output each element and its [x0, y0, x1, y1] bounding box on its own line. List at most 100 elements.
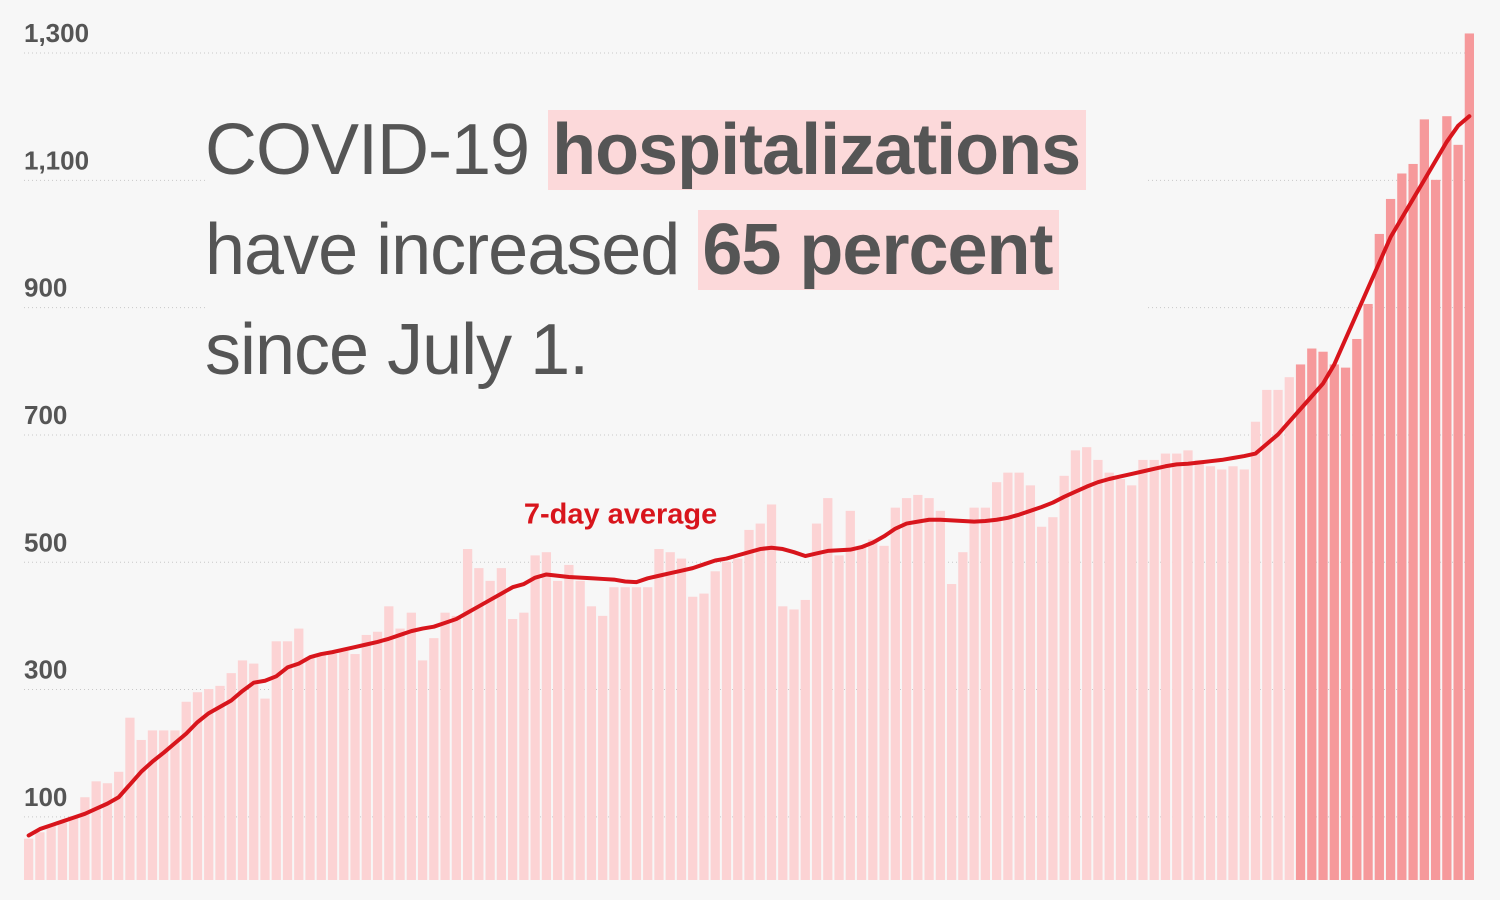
bar: [474, 568, 484, 880]
bar: [1194, 459, 1204, 880]
bar: [823, 498, 833, 880]
y-axis: 100 300 500 700 900 1,100 1,300: [24, 18, 89, 812]
bar: [451, 615, 461, 880]
bar: [1352, 338, 1362, 881]
bar: [204, 689, 214, 880]
bar: [170, 730, 180, 880]
bar: [530, 555, 540, 880]
y-tick-label: 300: [24, 655, 67, 685]
bar: [710, 571, 720, 880]
y-tick-label: 100: [24, 782, 67, 812]
bar: [856, 545, 867, 880]
headline-part2: have increased: [205, 210, 699, 290]
bar: [485, 580, 495, 880]
bar: [91, 781, 101, 880]
bar: [1273, 389, 1283, 880]
bar: [114, 771, 124, 880]
bar: [384, 606, 394, 880]
bar: [1205, 466, 1216, 880]
bar: [643, 587, 653, 880]
headline-part1: COVID-19: [205, 110, 549, 190]
bar: [575, 580, 585, 880]
bar: [620, 587, 630, 880]
bar: [733, 558, 743, 880]
bar: [350, 654, 360, 880]
bar: [879, 545, 889, 880]
bar: [654, 549, 664, 880]
bar: [958, 552, 968, 880]
bar: [519, 612, 529, 880]
bar: [1059, 475, 1069, 880]
bar: [969, 507, 979, 880]
bar: [181, 701, 191, 880]
bar: [192, 692, 203, 880]
bar: [935, 510, 945, 880]
bar: [1385, 198, 1396, 880]
bar: [811, 523, 822, 880]
seven-day-average-label: 7-day average: [524, 499, 717, 531]
bar: [1318, 351, 1328, 881]
bar: [1172, 453, 1182, 880]
bar: [789, 609, 799, 880]
bar: [901, 498, 912, 880]
bar: [676, 558, 687, 880]
bar: [1329, 364, 1339, 880]
bar: [744, 529, 754, 880]
bar: [271, 641, 281, 880]
bar: [721, 561, 732, 880]
bar: [406, 612, 416, 880]
bar: [80, 797, 90, 880]
bar: [462, 549, 473, 880]
bar: [564, 564, 574, 880]
bar: [800, 599, 810, 880]
bar: [249, 663, 259, 880]
headline-highlight-percent: 65 percent: [698, 210, 1059, 290]
bar: [226, 673, 236, 880]
bar: [1453, 144, 1463, 881]
bar: [665, 552, 675, 880]
bar: [496, 568, 506, 880]
bar: [294, 628, 304, 880]
bar: [980, 507, 990, 880]
bar: [1160, 453, 1171, 880]
bar: [1037, 526, 1047, 880]
bar: [508, 619, 518, 880]
bar: [631, 587, 642, 880]
bar: [1082, 447, 1092, 880]
bar: [1430, 179, 1441, 881]
bar: [125, 717, 135, 880]
bar: [1250, 421, 1261, 880]
bar: [24, 838, 34, 880]
bar: [755, 523, 765, 880]
bar: [35, 832, 45, 880]
bar: [1295, 364, 1306, 880]
bar: [429, 638, 439, 880]
bar: [1115, 479, 1126, 880]
y-tick-label: 1,300: [24, 18, 89, 48]
bar: [440, 612, 450, 880]
bar: [924, 498, 934, 880]
bar: [1419, 119, 1429, 880]
headline: COVID-19 hospitalizations have increased…: [205, 100, 1145, 400]
bar: [699, 593, 709, 880]
bar: [1340, 367, 1351, 880]
bar: [159, 730, 169, 880]
bar: [1262, 389, 1272, 880]
bar: [417, 660, 428, 880]
bar: [260, 698, 270, 880]
headline-highlight-hospitalizations: hospitalizations: [548, 110, 1087, 190]
bar: [1070, 450, 1081, 880]
bar: [136, 739, 146, 880]
bar: [395, 628, 405, 880]
bar: [361, 634, 371, 880]
headline-part3: since July 1.: [205, 310, 589, 390]
bar: [1397, 173, 1407, 881]
bar: [541, 552, 552, 880]
y-tick-label: 900: [24, 273, 67, 303]
bar: [1408, 163, 1418, 880]
bar: [1307, 348, 1317, 880]
bar: [339, 650, 349, 880]
bar: [766, 504, 777, 880]
bar: [1127, 485, 1137, 880]
